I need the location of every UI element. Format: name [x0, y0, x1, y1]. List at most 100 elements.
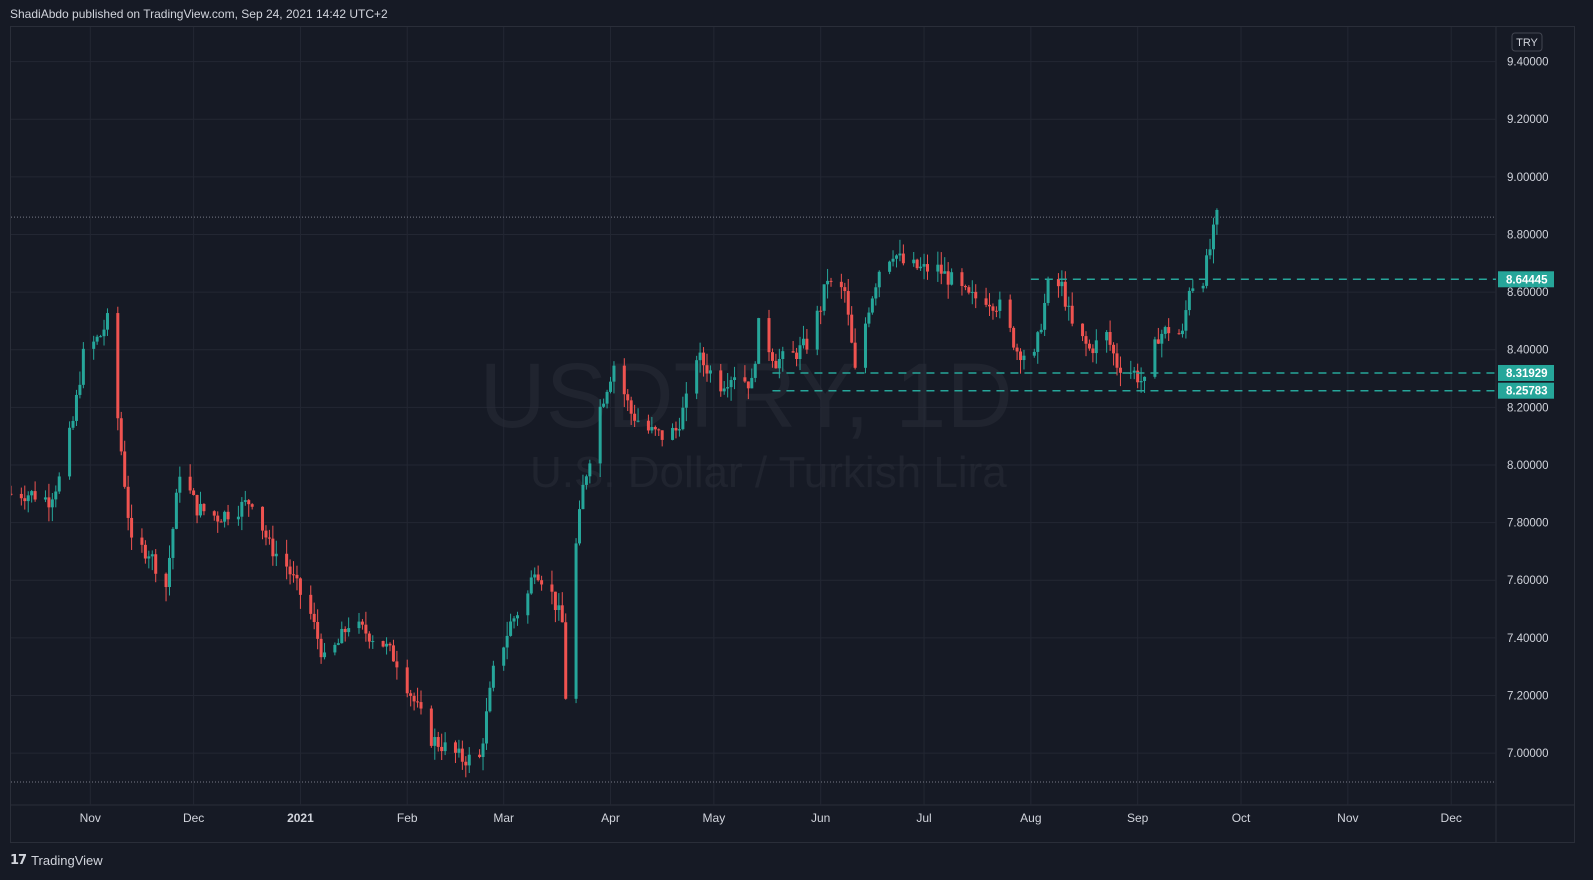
chart-panel[interactable]: 9.40000 9.20000 9.00000 8.80000 8.60000 8.400… [10, 26, 1575, 843]
candle-body [581, 484, 585, 510]
candle [1139, 367, 1143, 393]
candle [733, 366, 737, 390]
currency-badge: TRY [1511, 32, 1543, 52]
candle-body [154, 554, 158, 574]
candle-body [288, 566, 292, 575]
candle [216, 511, 220, 533]
candle [801, 325, 805, 349]
candle [347, 617, 351, 637]
candle-body [753, 363, 757, 378]
x-tick-label: Nov [80, 811, 101, 825]
candle [391, 639, 395, 662]
candle-body [991, 306, 995, 311]
candle-body [746, 381, 750, 389]
candle [267, 529, 271, 545]
candle [1108, 320, 1112, 351]
candle-body [488, 687, 492, 712]
y-tick-label: 7.20000 [1507, 691, 1549, 703]
candle-body [74, 394, 78, 421]
candle-body [19, 493, 23, 499]
candle [102, 319, 106, 346]
candle [1060, 270, 1064, 297]
candle-body [30, 491, 34, 496]
candle-body [936, 264, 940, 272]
candle [846, 279, 850, 326]
candle [429, 705, 433, 748]
currency-badge-label: TRY [1516, 37, 1538, 49]
candle-body [71, 420, 75, 428]
candle [78, 371, 82, 399]
candle [839, 273, 843, 299]
candle [1019, 348, 1023, 374]
candle-body [998, 299, 1002, 311]
candle [936, 251, 940, 282]
candle [171, 527, 175, 570]
candle-body [891, 258, 895, 262]
candle-body [295, 574, 299, 579]
candle-body [612, 365, 616, 382]
candle-body [912, 259, 916, 264]
candle [271, 525, 275, 566]
candle [991, 303, 995, 320]
candle [409, 689, 413, 707]
candlestick-chart[interactable]: 9.40000 9.20000 9.00000 8.80000 8.60000 8.400… [11, 27, 1574, 842]
candle [1115, 343, 1119, 376]
candle [443, 732, 447, 756]
candle-body [105, 313, 109, 330]
candle-body [681, 407, 685, 430]
candle [488, 681, 492, 713]
candle [898, 239, 902, 262]
candle-body [405, 667, 409, 694]
candle [629, 396, 633, 425]
candle-body [708, 370, 712, 374]
candle [526, 590, 530, 624]
candle [1008, 294, 1012, 333]
candle [540, 575, 544, 591]
candle-body [729, 380, 733, 388]
candle-body [922, 264, 926, 267]
candle-body [1060, 281, 1064, 287]
candle-body [1039, 329, 1043, 333]
candle-body [1091, 348, 1095, 354]
candle [1067, 296, 1071, 321]
candle-body [43, 497, 47, 500]
candle [994, 306, 998, 318]
candle-body [388, 643, 392, 646]
candle-body [939, 264, 943, 274]
candle [385, 637, 389, 655]
candle [116, 306, 120, 431]
candle-body [1108, 332, 1112, 345]
candle [23, 485, 27, 510]
candle-body [605, 391, 609, 404]
y-tick-label: 9.20000 [1507, 114, 1549, 126]
candle-body [653, 427, 657, 430]
candle-body [540, 580, 544, 585]
candle-body [801, 338, 805, 346]
candle-body [261, 506, 265, 531]
candle-body [50, 499, 54, 508]
candle-body [11, 493, 13, 495]
candle-body [850, 314, 854, 343]
candle-body [199, 503, 203, 516]
candle [26, 491, 30, 513]
candle [261, 506, 265, 540]
candle [1091, 344, 1095, 363]
candle [826, 268, 830, 299]
candle-body [247, 500, 251, 505]
candle-body [33, 491, 37, 500]
x-tick-label: Dec [1441, 811, 1462, 825]
footer-brand[interactable]: 17 TradingView [10, 848, 103, 872]
candle [650, 417, 654, 434]
candle-body [240, 501, 244, 517]
candle [30, 489, 34, 503]
candle-body [1187, 290, 1191, 311]
candle [174, 488, 178, 530]
candle-body [1046, 279, 1050, 303]
candle [757, 317, 761, 365]
candle-body [950, 272, 954, 285]
candle-body [54, 491, 58, 500]
candle-body [767, 318, 771, 353]
candle-body [1163, 327, 1167, 334]
candle-body [726, 387, 730, 389]
level-price-label: 8.25783 [1506, 386, 1548, 398]
